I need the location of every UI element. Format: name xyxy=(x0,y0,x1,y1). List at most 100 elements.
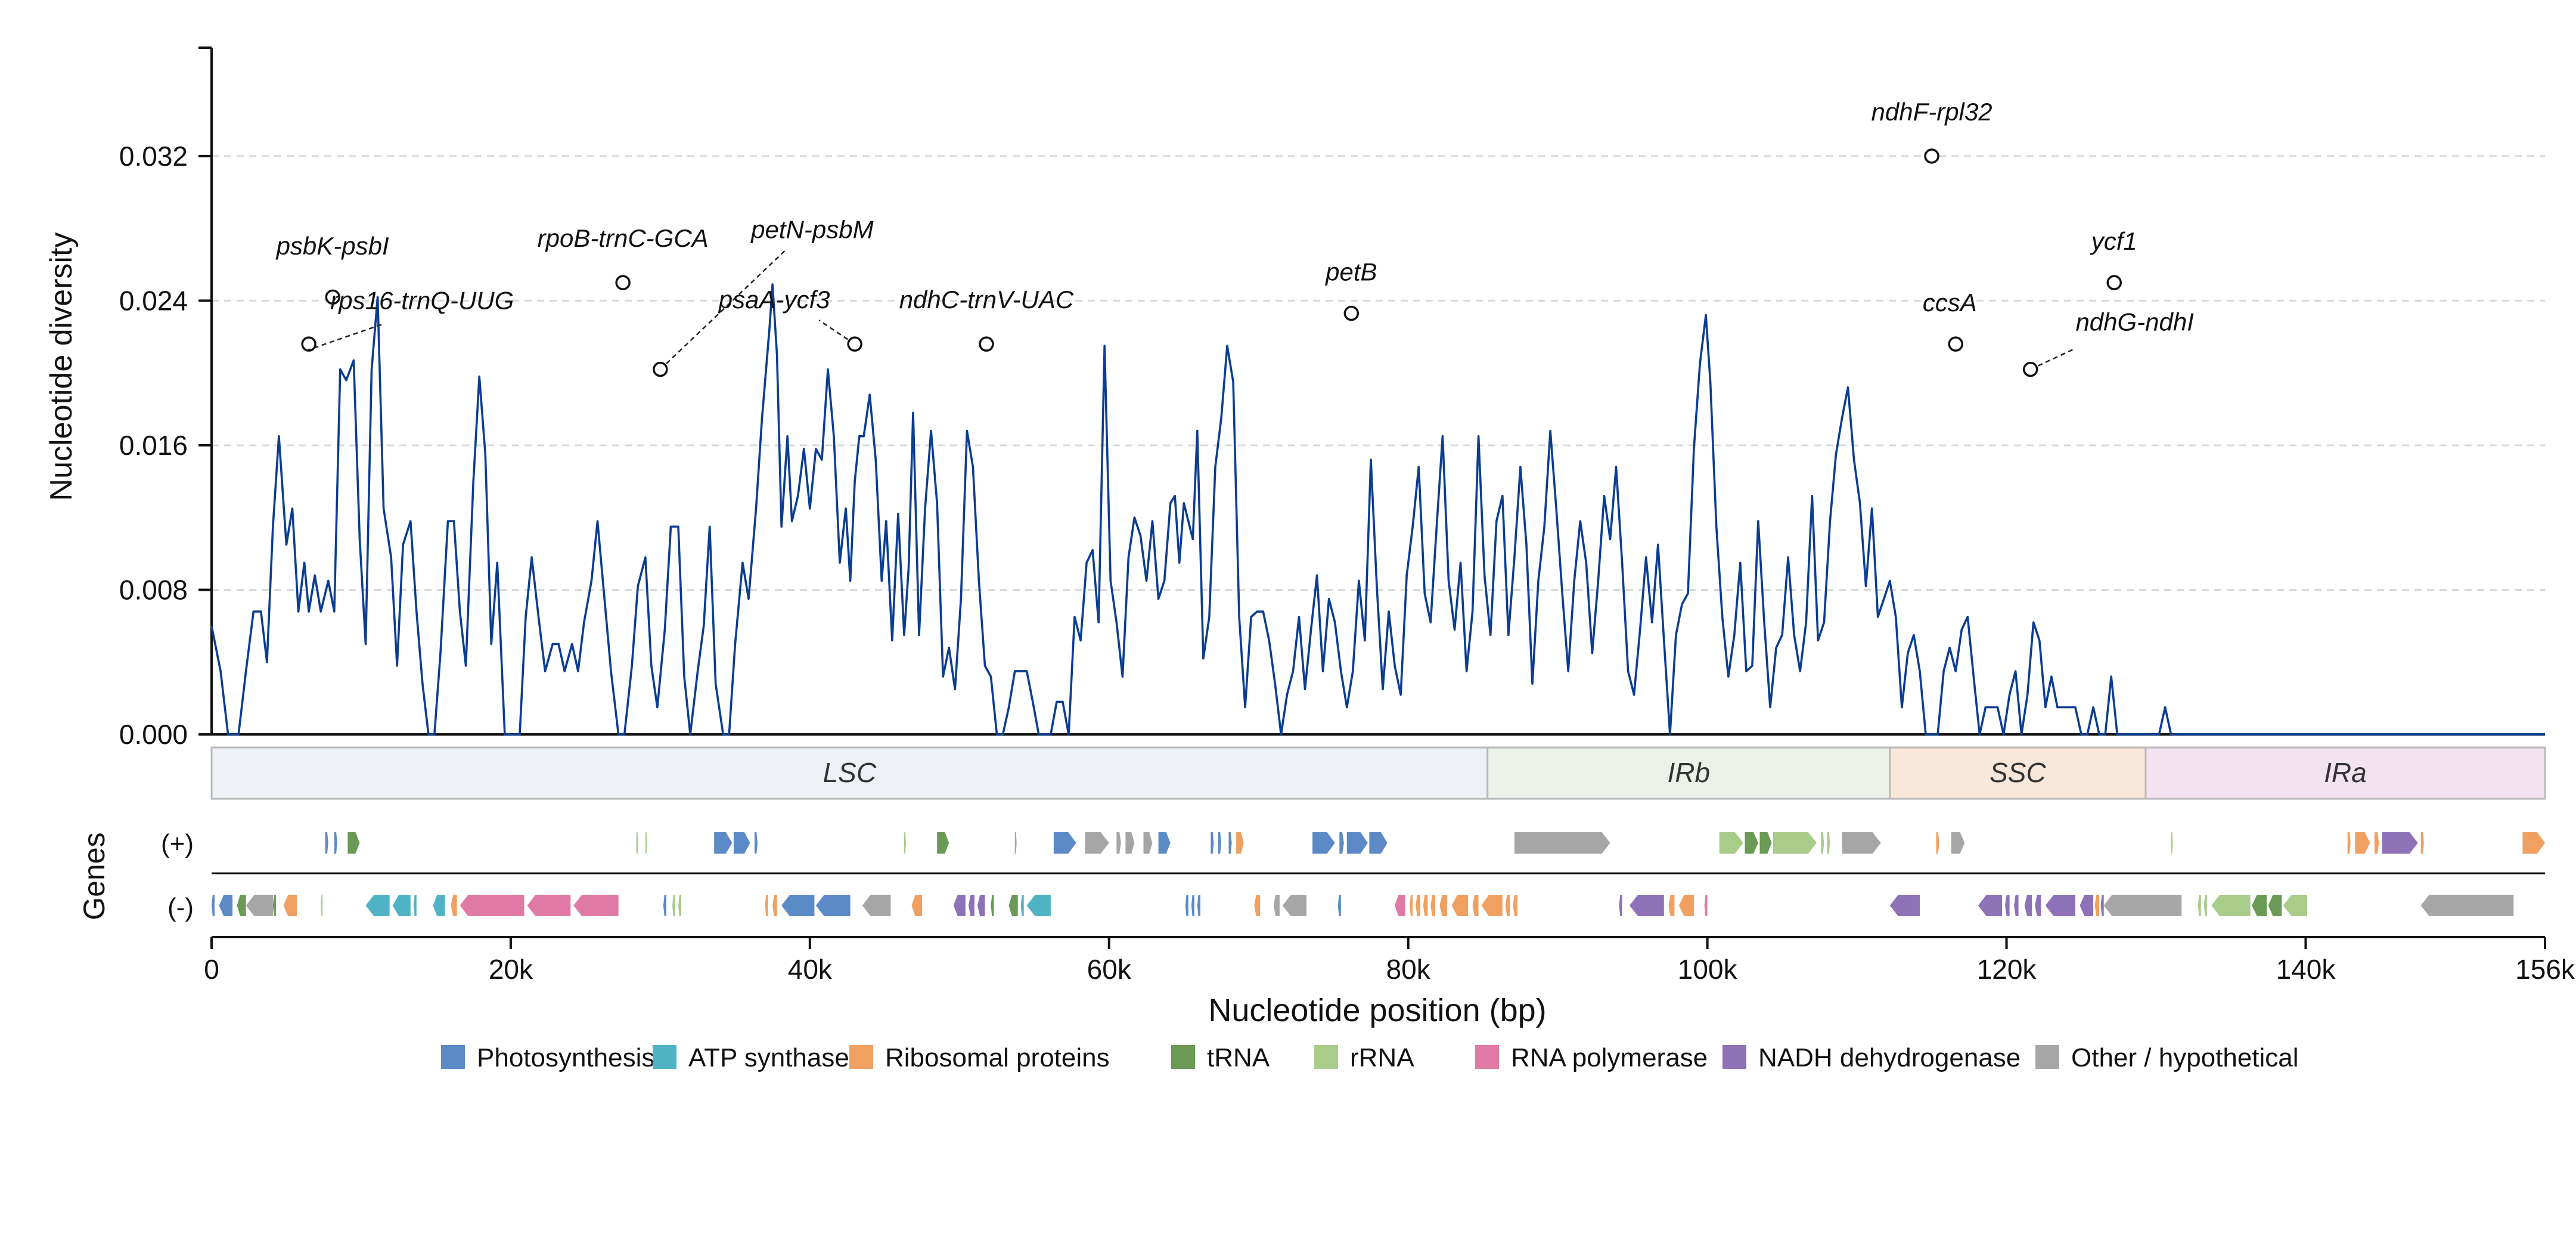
gene-feature xyxy=(1346,832,1368,854)
gene-feature xyxy=(1026,895,1051,916)
gene-feature xyxy=(246,895,273,916)
gene-feature xyxy=(1759,832,1772,854)
gene-feature xyxy=(283,895,297,916)
gene-feature xyxy=(1505,895,1510,916)
gene-feature xyxy=(678,895,681,916)
gene-feature xyxy=(1821,832,1824,854)
gene-feature xyxy=(1745,832,1758,854)
gene-feature xyxy=(1451,895,1469,916)
gene-feature xyxy=(1704,895,1708,916)
peak-marker xyxy=(615,275,631,290)
gene-feature xyxy=(772,895,777,916)
gene-feature xyxy=(365,895,390,916)
gene-feature xyxy=(237,895,246,916)
region-label: IRb xyxy=(1667,757,1710,788)
x-axis-label: Nucleotide position (bp) xyxy=(1208,993,1546,1028)
legend-label: NADH dehydrogenase xyxy=(1758,1043,2021,1072)
peak-annotations: psbK-psbI rps16-trnQ-UUG rpoB-trnC-GCA petN… xyxy=(275,98,2194,377)
gene-feature xyxy=(1337,895,1341,916)
region-ira xyxy=(2144,746,2546,800)
gene-feature xyxy=(911,895,923,916)
y-axis-label: Nucleotide diversity xyxy=(44,232,79,501)
gene-feature xyxy=(2094,895,2100,916)
gene-feature xyxy=(334,832,337,854)
gene-feature xyxy=(1211,832,1214,854)
gene-feature xyxy=(1218,832,1221,854)
gene-feature xyxy=(645,832,647,854)
gene-feature xyxy=(1668,895,1675,916)
peak-leader-line xyxy=(305,323,384,352)
y-tick-label: 0.008 xyxy=(119,574,188,605)
gene-feature xyxy=(2100,895,2104,916)
gene-feature xyxy=(1842,832,1881,854)
legend-label: RNA polymerase xyxy=(1511,1043,1708,1072)
x-tick-label: 60k xyxy=(1087,954,1132,985)
gene-feature xyxy=(2382,832,2418,854)
gene-feature xyxy=(1936,832,1939,854)
legend-label: Ribosomal proteins xyxy=(885,1043,1110,1072)
gene-feature xyxy=(2035,895,2041,916)
gene-feature xyxy=(1339,832,1344,854)
legend-swatch xyxy=(1171,1045,1195,1069)
gene-tracks xyxy=(212,832,2545,916)
gene-feature xyxy=(1191,895,1194,916)
region-ssc xyxy=(1889,746,2147,800)
legend-label: ATP synthase xyxy=(688,1043,849,1072)
gene-feature xyxy=(1369,832,1388,854)
peak-marker xyxy=(653,361,668,377)
gene-feature xyxy=(433,895,445,916)
gene-feature xyxy=(219,895,233,916)
gene-feature xyxy=(968,895,974,916)
gene-feature xyxy=(527,895,571,916)
gene-feature xyxy=(1439,895,1447,916)
peak-label: psaA-ycf3 xyxy=(718,286,830,314)
gene-feature xyxy=(1416,895,1420,916)
peak-leader-line xyxy=(818,320,855,345)
gene-feature xyxy=(1158,832,1171,854)
x-axis: 0 20k 40k 60k 80k 100k 120k 140k 156k xyxy=(204,936,2575,985)
legend-label: tRNA xyxy=(1207,1043,1270,1072)
gene-feature xyxy=(1410,895,1413,916)
gene-feature xyxy=(2014,895,2019,916)
gene-feature xyxy=(1773,832,1817,854)
gene-feature xyxy=(325,832,328,854)
peak-marker xyxy=(2106,275,2122,290)
gene-feature xyxy=(2420,832,2424,854)
peak-label: rps16-trnQ-UUG xyxy=(330,286,514,314)
gene-feature xyxy=(347,832,360,854)
peak-label: petB xyxy=(1324,258,1377,286)
gene-feature xyxy=(2420,895,2514,916)
gene-feature xyxy=(714,832,733,854)
legend-label: rRNA xyxy=(1350,1043,1414,1072)
gene-feature xyxy=(953,895,966,916)
x-tick-label: 0 xyxy=(204,954,219,985)
peak-label: petN-psbM xyxy=(750,216,873,244)
gene-feature xyxy=(1719,832,1743,854)
gene-feature xyxy=(1619,895,1622,916)
gene-feature xyxy=(2171,832,2173,854)
peak-marker xyxy=(325,289,341,305)
gene-feature xyxy=(1430,895,1435,916)
gene-feature xyxy=(2522,832,2545,854)
peak-marker xyxy=(979,336,994,352)
peak-label: ycf1 xyxy=(2090,227,2137,255)
gene-feature xyxy=(2198,895,2201,916)
peak-label: ccsA xyxy=(1923,289,1977,317)
minus-strand-label: (-) xyxy=(167,893,194,922)
diversity-line xyxy=(210,283,2545,736)
gene-feature xyxy=(1678,895,1694,916)
gene-feature xyxy=(1395,895,1405,916)
gene-feature xyxy=(2103,895,2182,916)
peak-label: ndhC-trnV-UAC xyxy=(899,286,1074,314)
gene-feature xyxy=(2374,832,2379,854)
gene-feature xyxy=(1008,895,1018,916)
gene-feature xyxy=(413,895,417,916)
gene-feature xyxy=(1472,895,1479,916)
gene-feature xyxy=(1125,832,1135,854)
gene-feature xyxy=(2283,895,2307,916)
region-irb xyxy=(1486,746,1891,800)
peak-marker xyxy=(2022,361,2038,377)
gene-feature xyxy=(2211,895,2251,916)
legend-swatch xyxy=(653,1045,676,1069)
gene-feature xyxy=(1053,832,1076,854)
